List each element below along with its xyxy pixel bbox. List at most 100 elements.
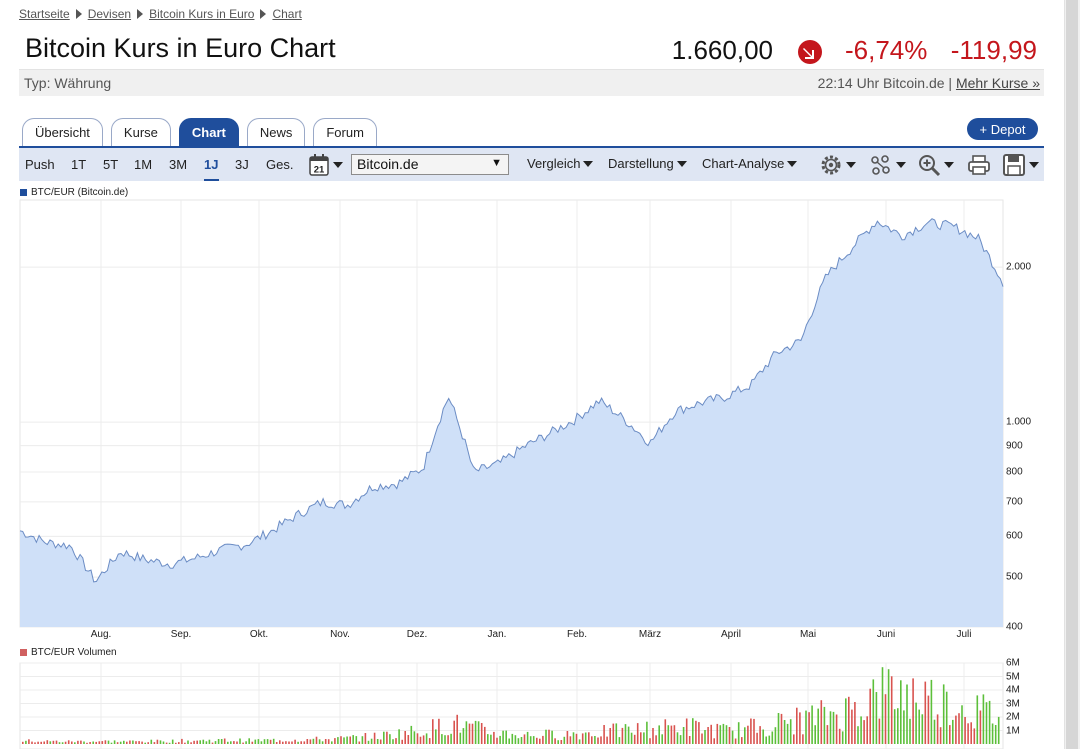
x-tick-label: Jan. bbox=[487, 629, 507, 640]
settings-button[interactable] bbox=[819, 153, 856, 177]
scrollbar-thumb[interactable] bbox=[1066, 0, 1078, 749]
volume-bar bbox=[633, 734, 636, 744]
range-1t[interactable]: 1T bbox=[71, 157, 87, 172]
breadcrumb-home[interactable]: Startseite bbox=[19, 7, 70, 21]
calendar-button[interactable]: 21 bbox=[308, 153, 343, 177]
volume-bar bbox=[548, 729, 550, 744]
tab-forum[interactable]: Forum bbox=[313, 118, 377, 146]
volume-bar bbox=[159, 740, 162, 744]
volume-bar bbox=[970, 722, 972, 744]
range-3j[interactable]: 3J bbox=[235, 157, 249, 172]
volume-bar bbox=[144, 742, 146, 744]
volume-bar bbox=[869, 688, 871, 744]
volume-bar bbox=[480, 723, 483, 744]
volume-bar bbox=[952, 719, 954, 744]
volume-legend-swatch bbox=[20, 649, 27, 656]
volume-bar bbox=[300, 741, 302, 744]
range-gesamt[interactable]: Ges. bbox=[266, 157, 294, 172]
breadcrumb: Startseite Devisen Bitcoin Kurs in Euro … bbox=[19, 7, 302, 21]
volume-bar bbox=[288, 741, 290, 744]
zoom-button[interactable] bbox=[917, 153, 954, 177]
compare-menu[interactable]: Vergleich bbox=[527, 156, 594, 171]
range-push[interactable]: Push bbox=[25, 157, 55, 172]
chevron-down-icon bbox=[896, 162, 906, 168]
info-bar: Typ: Währung 22:14 Uhr Bitcoin.de | Mehr… bbox=[19, 69, 1044, 96]
volume-bar bbox=[297, 741, 299, 744]
x-tick-label: April bbox=[720, 629, 742, 640]
tab-overview[interactable]: Übersicht bbox=[22, 118, 103, 146]
display-menu[interactable]: Darstellung bbox=[608, 156, 687, 171]
tab-chart[interactable]: Chart bbox=[178, 118, 239, 146]
volume-bar bbox=[912, 678, 914, 744]
volume-bar bbox=[129, 740, 131, 744]
add-depot-button[interactable]: + Depot bbox=[967, 118, 1038, 140]
volume-bar bbox=[542, 735, 544, 744]
volume-bar bbox=[254, 739, 257, 744]
volume-bar bbox=[175, 742, 177, 744]
volume-bar bbox=[309, 739, 312, 744]
volume-bar bbox=[799, 712, 801, 744]
volume-bar bbox=[985, 702, 988, 744]
display-menu-label: Darstellung bbox=[608, 156, 674, 171]
volume-bar bbox=[884, 694, 887, 744]
quote-change-absolute: -119,99 bbox=[950, 35, 1037, 65]
volume-bar bbox=[909, 718, 911, 744]
range-5t[interactable]: 5T bbox=[103, 157, 119, 172]
indicator-icon bbox=[871, 155, 890, 175]
volume-bar bbox=[435, 729, 437, 744]
indicator-button[interactable] bbox=[869, 153, 906, 177]
volume-bar bbox=[456, 714, 458, 744]
volume-bar bbox=[141, 741, 143, 744]
range-3m[interactable]: 3M bbox=[169, 157, 188, 172]
price-legend: BTC/EUR (Bitcoin.de) bbox=[20, 187, 128, 198]
volume-bar bbox=[618, 737, 621, 744]
volume-bar bbox=[496, 737, 498, 744]
volume-bar bbox=[832, 711, 835, 744]
volume-bar bbox=[358, 741, 361, 744]
volume-bar bbox=[526, 731, 529, 744]
volume-bar bbox=[881, 667, 884, 744]
volume-bar bbox=[324, 739, 327, 744]
breadcrumb-devisen[interactable]: Devisen bbox=[87, 7, 132, 21]
volume-bar bbox=[285, 741, 287, 744]
volume-bar bbox=[661, 734, 663, 744]
volume-bar bbox=[713, 738, 715, 744]
volume-bar bbox=[765, 736, 767, 744]
range-1j[interactable]: 1J bbox=[204, 157, 219, 172]
volume-bar bbox=[817, 708, 819, 744]
volume-bar bbox=[187, 740, 189, 744]
x-tick-label: Juni bbox=[876, 629, 896, 640]
tab-kurse[interactable]: Kurse bbox=[110, 118, 171, 146]
volume-bar bbox=[113, 740, 116, 744]
volume-bar bbox=[428, 738, 431, 744]
breadcrumb-bitcoin[interactable]: Bitcoin Kurs in Euro bbox=[149, 7, 255, 21]
volume-bar bbox=[340, 736, 342, 744]
volume-bar bbox=[227, 741, 229, 744]
volume-bar bbox=[744, 727, 746, 744]
more-quotes-link[interactable]: Mehr Kurse » bbox=[955, 75, 1040, 91]
print-button[interactable] bbox=[967, 153, 991, 177]
tab-news[interactable]: News bbox=[246, 118, 306, 146]
volume-bar bbox=[398, 729, 400, 744]
volume-bar bbox=[95, 741, 97, 744]
chart-analysis-menu[interactable]: Chart-Analyse bbox=[702, 156, 798, 171]
volume-bar bbox=[982, 694, 985, 744]
save-button[interactable] bbox=[1002, 153, 1039, 177]
range-1m[interactable]: 1M bbox=[134, 157, 153, 172]
volume-bar bbox=[802, 734, 804, 744]
volume-bar bbox=[346, 736, 348, 744]
volume-bar bbox=[942, 684, 945, 744]
volume-bar bbox=[508, 738, 510, 744]
volume-bar bbox=[279, 740, 281, 744]
volume-bar bbox=[487, 734, 489, 744]
price-legend-label: BTC/EUR (Bitcoin.de) bbox=[31, 187, 129, 198]
breadcrumb-chart[interactable]: Chart bbox=[272, 7, 302, 21]
volume-bar bbox=[845, 698, 847, 744]
volume-bar bbox=[416, 733, 419, 744]
exchange-select[interactable]: Bitcoin.de ▼ bbox=[351, 154, 509, 175]
chevron-down-icon bbox=[846, 162, 856, 168]
volume-bar bbox=[291, 741, 293, 744]
volume-bar bbox=[468, 723, 471, 744]
volume-bar bbox=[814, 725, 816, 744]
